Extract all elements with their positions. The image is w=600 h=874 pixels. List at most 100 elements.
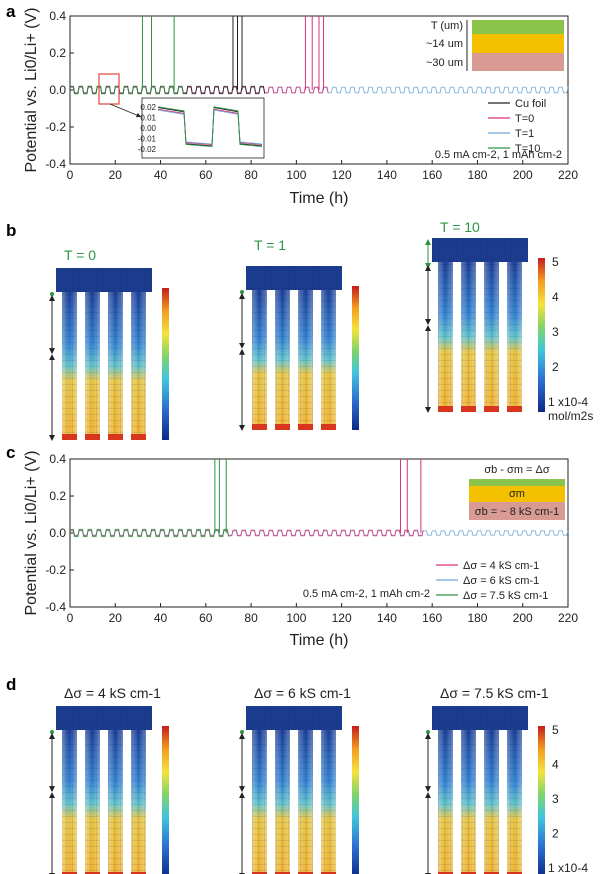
chart-a-structure: T (um) ~14 um ~30 um bbox=[426, 20, 564, 71]
green-dot bbox=[426, 730, 430, 734]
x-tick-label: 60 bbox=[199, 168, 213, 182]
pillar-base bbox=[507, 406, 522, 412]
x-tick-label: 180 bbox=[467, 168, 487, 182]
inset-ticks: 0.02 0.010.00-0.01 -0.02 bbox=[138, 103, 157, 154]
x-tick-label: 100 bbox=[286, 611, 306, 625]
x-tick-label: 140 bbox=[377, 168, 397, 182]
inset-y-tick: 0.02 bbox=[140, 103, 156, 112]
simulation-title: Δσ = 7.5 kS cm-1 bbox=[440, 685, 549, 701]
structure-label-sigma-b: σb = ~ 8 kS cm-1 bbox=[475, 506, 559, 518]
x-tick-label: 140 bbox=[377, 611, 397, 625]
x-tick-label: 80 bbox=[244, 168, 258, 182]
pillar-base bbox=[298, 424, 313, 430]
chart-a-inset: 0.02 0.010.00-0.01 -0.02 bbox=[138, 97, 265, 159]
x-tick-label: 20 bbox=[109, 611, 123, 625]
pillar-mesh bbox=[438, 730, 453, 874]
pillar-base bbox=[131, 434, 146, 440]
pillar-base bbox=[484, 406, 499, 412]
y-tick-label: 0.2 bbox=[49, 46, 66, 60]
inset-y-tick: 0.00 bbox=[140, 124, 156, 133]
simulation-0: T = 0 bbox=[49, 247, 169, 441]
layer-yellow bbox=[472, 34, 564, 53]
pillar-mesh bbox=[298, 730, 313, 874]
chart-c-ticks: 0 20 40 60 80 100 120 140 160 180 200 220 -0.4 -0.2 0.… bbox=[45, 452, 578, 625]
colorbar-tick: 5 bbox=[552, 255, 559, 269]
green-dot bbox=[50, 730, 54, 734]
chart-a-legend: Cu foil T=0 T=1 T=10 bbox=[488, 98, 546, 155]
colorbar bbox=[352, 286, 359, 430]
pillar-base bbox=[461, 406, 476, 412]
electrode-cap-mesh bbox=[56, 706, 152, 730]
pillar-mesh bbox=[461, 730, 476, 874]
x-tick-label: 100 bbox=[286, 168, 306, 182]
inset-lines bbox=[157, 106, 263, 147]
series-line-1 bbox=[70, 86, 329, 94]
legend-label: T=1 bbox=[515, 128, 534, 140]
simulation-1: T = 1 bbox=[239, 237, 359, 431]
pillar-base bbox=[108, 872, 123, 874]
pillar-base bbox=[507, 872, 522, 874]
simulation-1: Δσ = 6 kS cm-1 bbox=[239, 685, 359, 874]
colorbar-tick: 2 bbox=[552, 360, 559, 374]
simulation-title: T = 1 bbox=[254, 237, 286, 253]
pillar-mesh bbox=[252, 290, 267, 430]
pillar-base bbox=[298, 872, 313, 874]
y-tick-label: -0.4 bbox=[45, 157, 66, 171]
colorbar bbox=[538, 726, 545, 874]
panel-label-a: a bbox=[6, 2, 16, 21]
pillar-mesh bbox=[298, 290, 313, 430]
x-tick-label: 40 bbox=[154, 611, 168, 625]
simulation-0: Δσ = 4 kS cm-1 bbox=[49, 685, 169, 874]
pillar-mesh bbox=[321, 730, 336, 874]
chart-a-condition: 0.5 mA cm-2, 1 mAh cm-2 bbox=[435, 149, 562, 161]
pillar-mesh bbox=[275, 730, 290, 874]
pillar-base bbox=[275, 872, 290, 874]
simulation-title: T = 10 bbox=[440, 219, 480, 235]
series-line-3 bbox=[70, 85, 184, 95]
pillar-base bbox=[85, 434, 100, 440]
colorbar bbox=[538, 258, 545, 412]
pillar-base bbox=[108, 434, 123, 440]
electrode-cap-mesh bbox=[432, 238, 528, 262]
pillar-base bbox=[321, 424, 336, 430]
pillar-mesh bbox=[321, 290, 336, 430]
chart-a-lines bbox=[70, 16, 569, 95]
x-tick-label: 40 bbox=[154, 168, 168, 182]
simulations-d: Δσ = 4 kS cm-1 Δσ = 6 kS cm-1 Δσ = 7.5 kS … bbox=[49, 685, 588, 874]
colorbar-unit: 1 x10-4 bbox=[548, 395, 588, 409]
layer-green bbox=[472, 20, 564, 34]
chart-a-ticks: 0 20 40 60 80 100 120 140 160 180 200 220 -0.4 -0.2 0.… bbox=[45, 9, 578, 182]
colorbar bbox=[162, 726, 169, 874]
pillar-mesh bbox=[275, 290, 290, 430]
legend-label: Δσ = 7.5 kS cm-1 bbox=[463, 590, 548, 602]
pillar-base bbox=[252, 424, 267, 430]
y-tick-label: 0.4 bbox=[49, 452, 66, 466]
x-tick-label: 60 bbox=[199, 611, 213, 625]
panel-label-b: b bbox=[6, 221, 16, 240]
y-tick-label: 0.0 bbox=[49, 83, 66, 97]
pillar-base bbox=[484, 872, 499, 874]
chart-c: 0 20 40 60 80 100 120 140 160 180 200 220 -0.4 -0.2 0.… bbox=[23, 451, 578, 649]
pillar-mesh bbox=[461, 262, 476, 412]
electrode-cap-mesh bbox=[246, 706, 342, 730]
colorbar-unit: mol/m2s bbox=[548, 409, 593, 423]
pillar-mesh bbox=[108, 730, 123, 874]
y-tick-label: -0.4 bbox=[45, 600, 66, 614]
simulation-title: T = 0 bbox=[64, 247, 96, 263]
pillar-base bbox=[62, 434, 77, 440]
x-tick-label: 220 bbox=[558, 168, 578, 182]
x-tick-label: 160 bbox=[422, 611, 442, 625]
x-tick-label: 120 bbox=[332, 168, 352, 182]
panel-label-c: c bbox=[6, 443, 15, 462]
chart-c-ylabel: Potential vs. Li0/Li+ (V) bbox=[23, 451, 40, 616]
colorbar-unit: 1 x10-4 bbox=[548, 861, 588, 874]
electrode-cap-mesh bbox=[56, 268, 152, 292]
colorbar-tick: 3 bbox=[552, 325, 559, 339]
y-tick-label: -0.2 bbox=[45, 563, 66, 577]
inset-y-tick: -0.01 bbox=[138, 134, 157, 143]
electrode-cap-mesh bbox=[432, 706, 528, 730]
inset-y-tick: -0.02 bbox=[138, 145, 157, 154]
simulation-title: Δσ = 4 kS cm-1 bbox=[64, 685, 161, 701]
x-tick-label: 180 bbox=[467, 611, 487, 625]
